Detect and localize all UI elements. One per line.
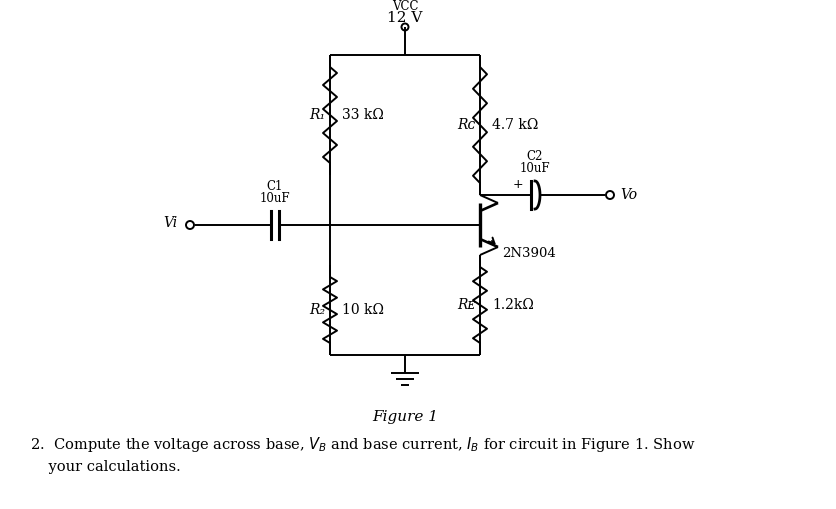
Text: 4.7 kΩ: 4.7 kΩ [492,118,538,132]
Text: 10uF: 10uF [259,192,290,205]
Text: your calculations.: your calculations. [30,460,181,474]
Text: 2.  Compute the voltage across base, $V_B$ and base current, $I_B$ for circuit i: 2. Compute the voltage across base, $V_B… [30,435,695,454]
Text: Rᴄ: Rᴄ [456,118,475,132]
Text: +: + [512,178,522,191]
Text: R₂: R₂ [308,303,324,317]
Text: 2N3904: 2N3904 [502,247,555,260]
Text: Vo: Vo [619,188,636,202]
Text: 10 kΩ: 10 kΩ [342,303,384,317]
Text: 10uF: 10uF [519,162,549,175]
Text: 33 kΩ: 33 kΩ [342,108,384,122]
Text: VCC: VCC [391,0,418,13]
Text: 1.2kΩ: 1.2kΩ [492,298,533,312]
Text: Figure 1: Figure 1 [371,410,437,424]
Text: Rᴇ: Rᴇ [456,298,475,312]
Text: C1: C1 [267,180,283,193]
Text: Vi: Vi [164,216,178,230]
Text: 12 V: 12 V [387,11,422,25]
Text: R₁: R₁ [308,108,324,122]
Text: C2: C2 [526,150,543,163]
